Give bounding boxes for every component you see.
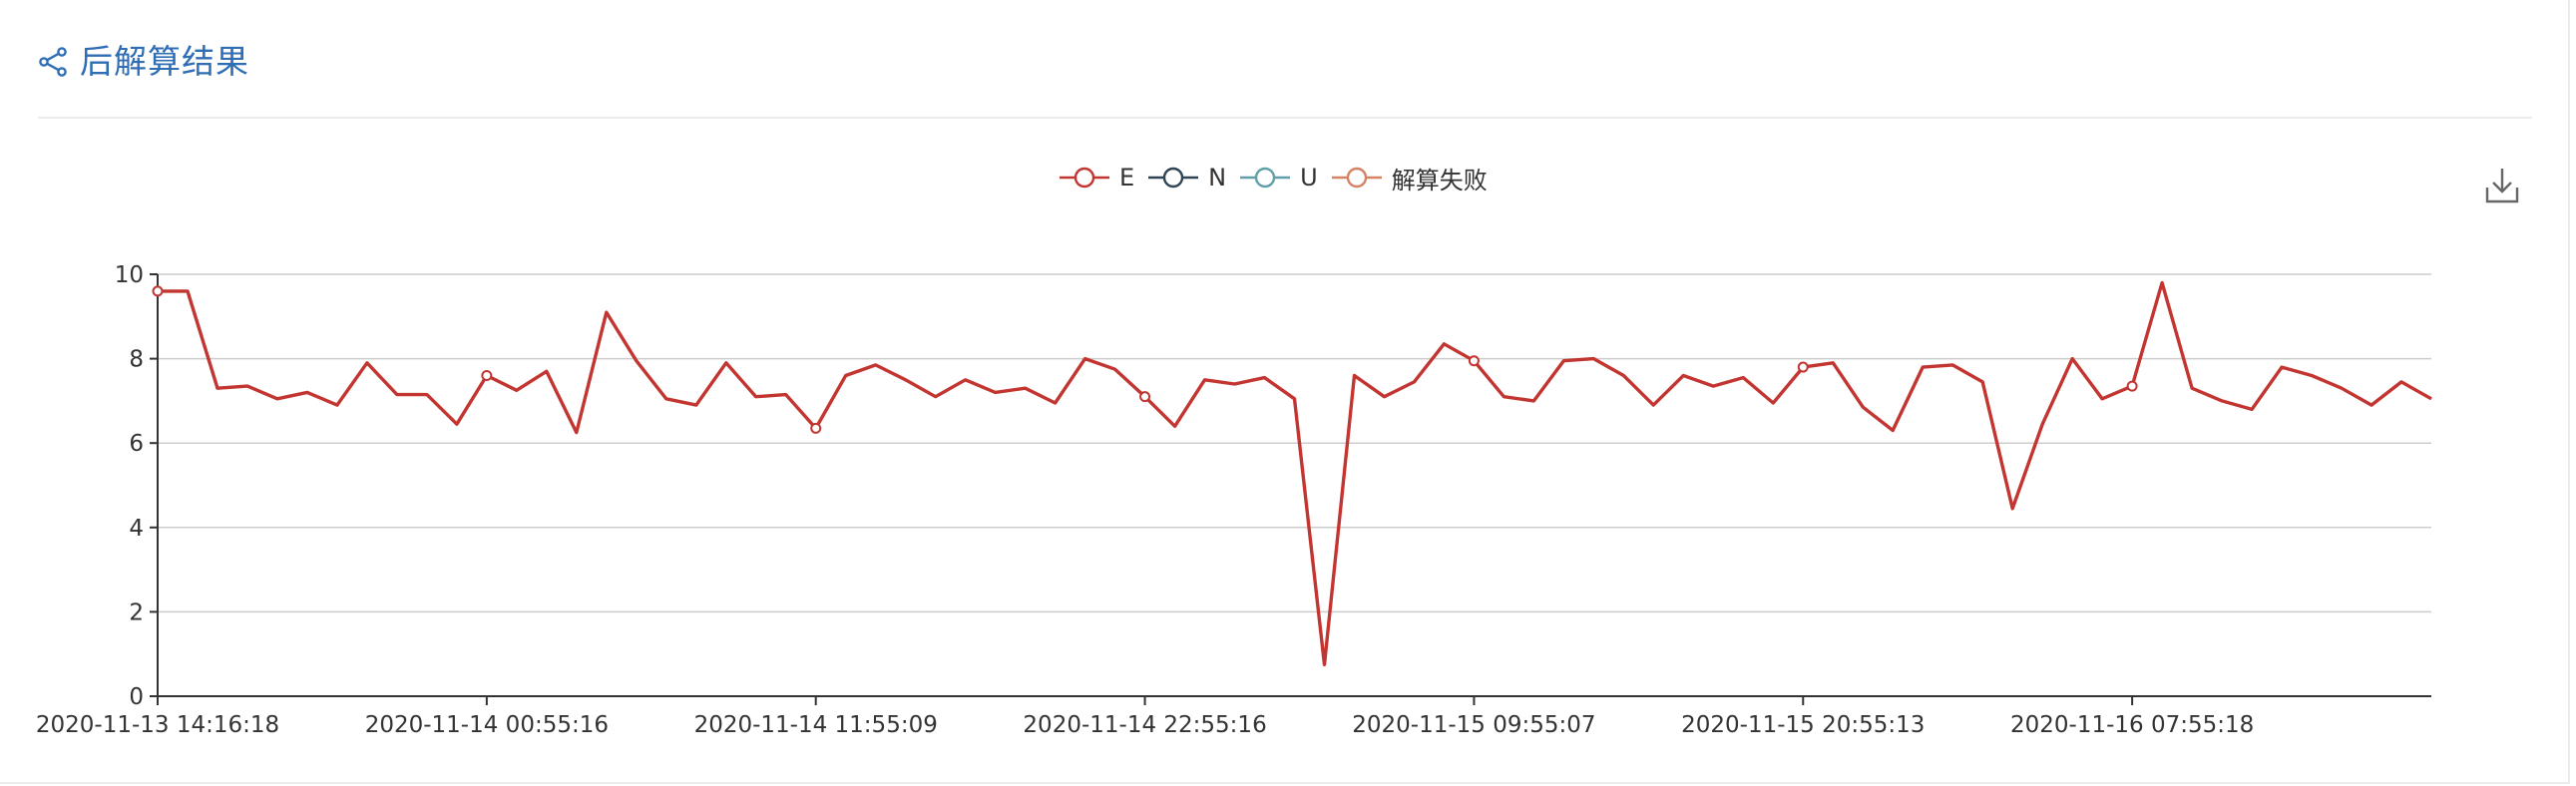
legend-item-u[interactable]: U [1240, 164, 1318, 192]
legend-marker-e [1060, 167, 1109, 189]
legend-label-failed: 解算失败 [1391, 166, 1488, 195]
legend-marker-n [1148, 167, 1199, 189]
x-tick-label: 2020-11-14 00:55:16 [365, 712, 609, 738]
y-tick-label: 0 [129, 684, 144, 710]
x-tick-label: 2020-11-15 09:55:07 [1352, 712, 1595, 738]
legend-label-u: U [1300, 164, 1318, 192]
legend-item-e[interactable]: E [1060, 164, 1134, 192]
download-icon[interactable] [2484, 166, 2520, 205]
data-point-e [481, 370, 493, 382]
legend-label-e: E [1119, 164, 1135, 192]
legend-item-failed[interactable]: 解算失败 [1331, 161, 1488, 196]
data-point-e [1468, 355, 1480, 367]
panel-title: 后解算结果 [80, 42, 249, 81]
data-point-e [1797, 361, 1809, 373]
data-point-e [2126, 380, 2138, 392]
legend-label-n: N [1208, 164, 1227, 192]
legend-marker-u [1240, 167, 1291, 189]
data-point-e [152, 285, 164, 297]
header-divider [38, 117, 2532, 119]
x-tick-label: 2020-11-14 11:55:09 [694, 712, 938, 738]
x-tick-label: 2020-11-16 07:55:18 [2010, 712, 2254, 738]
panel-header: 后解算结果 [38, 38, 249, 86]
x-tick-label: 2020-11-15 20:55:13 [1681, 712, 1925, 738]
chart-legend: E N U 解算失败 [1060, 160, 1488, 196]
y-tick-label: 4 [129, 516, 144, 542]
y-tick-label: 8 [129, 347, 144, 373]
y-tick-label: 10 [115, 262, 144, 288]
legend-item-n[interactable]: N [1148, 164, 1226, 192]
x-tick-label: 2020-11-14 22:55:16 [1023, 712, 1266, 738]
series-line-e [158, 280, 2432, 666]
data-point-e [810, 422, 822, 434]
share-icon[interactable] [38, 47, 68, 77]
data-point-e [1139, 391, 1151, 403]
legend-marker-failed [1331, 167, 1382, 189]
x-tick-label: 2020-11-13 14:16:18 [36, 712, 279, 738]
y-tick-label: 2 [129, 599, 144, 625]
y-tick-label: 6 [129, 431, 144, 457]
